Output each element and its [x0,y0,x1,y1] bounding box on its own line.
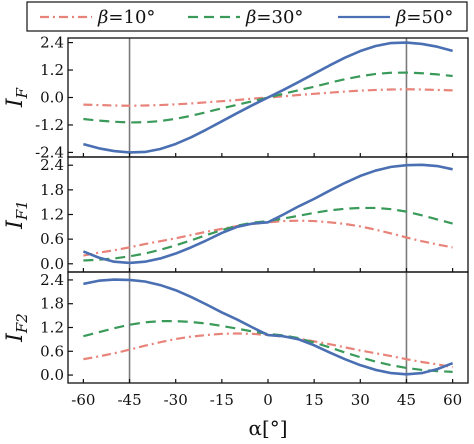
y-tick-label-middle-3: 1.8 [40,181,64,199]
panels: -2.4-1.20.01.22.4IF0.00.61.21.82.4IF10.0… [3,34,469,384]
y-tick-label-top-4: 2.4 [40,34,64,52]
series-line-bottom-0 [83,332,453,369]
x-axis: -60 -45 -30 -15 0 15 30 45 60 α[°] [71,391,462,440]
panel-middle: 0.0 0.6 1.2 1.8 2.4 IF1 [3,156,469,273]
x-tick-label-3: -15 [210,391,234,409]
y-tick-label-bottom-1: 0.6 [40,342,64,360]
x-tick-label-0: -60 [71,391,95,409]
x-tick-label-2: -30 [164,391,188,409]
y-tick-label-top-0: -2.4 [35,143,64,161]
y-axis-label-bottom: IF2 [3,313,31,343]
series-line-top-1 [83,71,453,124]
x-axis-label: α[°] [248,416,287,440]
y-tick-label-middle-1: 0.6 [40,230,64,248]
series-line-top-2 [83,41,453,154]
x-tick-label-7: 45 [397,391,416,409]
y-tick-label-bottom-4: 2.4 [40,271,64,289]
legend-frame [26,1,468,32]
y-tick-label-bottom-0: 0.0 [40,366,64,384]
y-axis-label-top: IF [3,87,31,108]
y-tick-label-middle-2: 1.2 [40,206,64,224]
x-tick-label-4: 0 [263,391,273,409]
y-tick-label-middle-0: 0.0 [40,255,64,273]
y-tick-label-top-1: -1.2 [35,116,64,134]
legend-label-1: β=30° [245,7,303,28]
x-tick-label-8: 60 [443,391,462,409]
panel-bottom: 0.0 0.6 1.2 1.8 2.4 IF2 [3,271,469,384]
plot-frame-bottom [67,271,469,384]
y-tick-label-top-2: 0.0 [40,89,64,107]
legend-label-2: β=50° [395,7,453,28]
series-line-middle-1 [83,206,453,262]
panel-top: -2.4 -1.2 0.0 1.2 2.4 IF [3,34,469,161]
plot-frame-middle [67,156,469,273]
series-line-middle-0 [83,219,453,257]
x-tick-label-5: 15 [305,391,324,409]
series-line-middle-2 [82,163,453,265]
y-tick-label-middle-4: 2.4 [40,156,64,174]
x-tick-label-1: -45 [117,391,141,409]
legend: β=10° β=30° β=50° [26,1,468,32]
legend-label-0: β=10° [97,7,155,28]
y-tick-label-bottom-3: 1.8 [40,295,64,313]
y-tick-label-bottom-2: 1.2 [40,319,64,337]
y-axis-label-middle: IF1 [3,200,31,230]
y-tick-label-top-3: 1.2 [40,61,64,79]
x-tick-label-6: 30 [351,391,370,409]
series-line-bottom-2 [83,278,454,376]
series-line-bottom-1 [83,320,453,373]
